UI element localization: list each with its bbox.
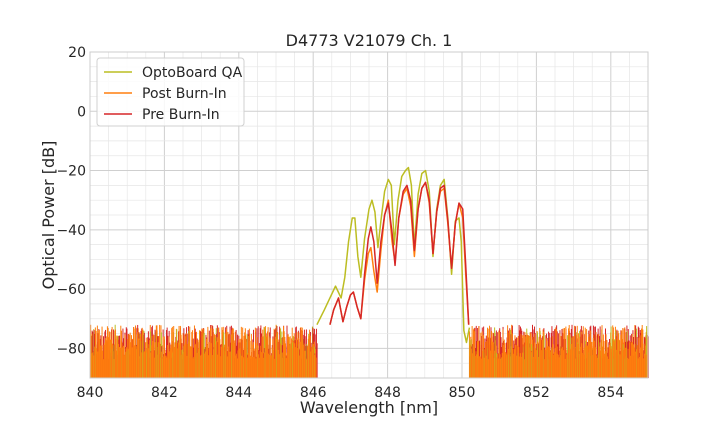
x-tick-label: 846: [300, 385, 327, 401]
x-tick-label: 842: [151, 385, 178, 401]
x-axis-label: Wavelength [nm]: [300, 398, 438, 417]
y-tick-label: −80: [56, 341, 86, 357]
y-tick-label: 0: [77, 104, 86, 120]
y-tick-label: −20: [56, 164, 86, 180]
plot-frame: [89, 51, 649, 379]
x-tick-label: 844: [225, 385, 252, 401]
y-tick-label: 20: [68, 45, 86, 61]
series-line: [329, 181, 470, 325]
legend-label: OptoBoard QA: [142, 65, 243, 81]
legend: OptoBoard QA Post Burn-In Pre Burn-In: [96, 57, 245, 127]
x-tick-label: 850: [449, 385, 476, 401]
legend-label: Post Burn-In: [142, 86, 227, 102]
legend-label: Pre Burn-In: [142, 107, 220, 123]
y-tick-label: −40: [56, 223, 86, 239]
y-tick-labels: −80 −60 −40 −20 0 20: [56, 45, 86, 357]
x-tick-label: 854: [597, 385, 624, 401]
y-tick-label: −60: [56, 282, 86, 298]
series-lines: [316, 166, 471, 344]
chart-title: D4773 V21079 Ch. 1: [286, 31, 453, 50]
legend-box: [96, 57, 245, 127]
x-tick-label: 852: [523, 385, 550, 401]
y-axis-label: Optical Power [dB]: [39, 141, 58, 290]
x-tick-label: 840: [77, 385, 104, 401]
x-tick-label: 848: [374, 385, 401, 401]
noise-floor: [89, 324, 649, 378]
x-tick-labels: 840 842 844 846 848 850 852 854: [77, 385, 625, 401]
